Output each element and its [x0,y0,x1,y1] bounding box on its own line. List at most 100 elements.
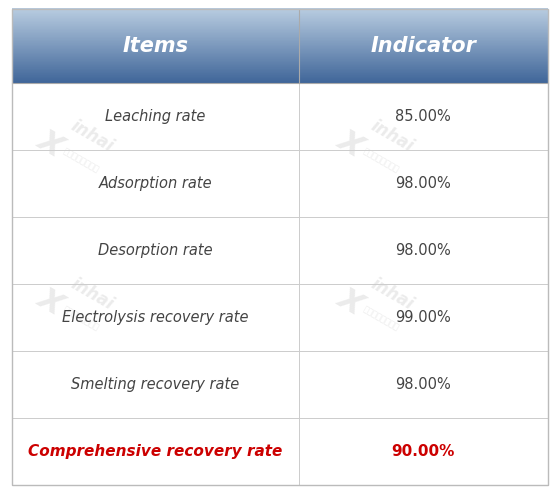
Bar [12,14,548,16]
Text: X: X [32,283,68,320]
Bar [12,77,548,78]
Bar [12,53,548,54]
Bar [12,35,548,36]
Bar [12,12,548,13]
Bar [12,42,548,43]
Bar [12,78,548,79]
Bar [12,21,548,22]
Bar [12,48,548,49]
Bar [12,61,548,62]
Bar [12,13,548,14]
Bar [12,36,548,37]
Bar [12,43,548,44]
Bar [12,71,548,72]
Bar [12,26,548,27]
Bar [12,66,548,67]
Bar [12,54,548,56]
Bar [12,70,548,71]
Bar [12,49,548,50]
Text: 鑫海矿业技术装备: 鑫海矿业技术装备 [361,147,400,174]
Text: inhai: inhai [68,275,117,313]
Bar [12,27,548,28]
Text: 98.00%: 98.00% [395,176,451,191]
Bar [12,74,548,75]
Bar [12,49,548,51]
Bar [12,38,548,39]
Text: 85.00%: 85.00% [395,109,451,124]
Bar [12,14,548,15]
Bar [12,56,548,57]
Bar [12,18,548,19]
Bar [12,69,548,70]
Bar [12,60,548,61]
Bar [12,63,548,64]
Bar [12,44,548,45]
Bar [12,72,548,73]
Bar [12,65,548,66]
Bar [12,68,548,69]
Bar [12,58,548,59]
Bar [12,9,548,11]
Bar [12,28,548,29]
Text: 鑫海矿业技术装备: 鑫海矿业技术装备 [361,305,400,332]
Bar [12,26,548,27]
Bar [12,79,548,80]
Bar [12,68,548,69]
Bar [12,37,548,38]
Bar [12,23,548,24]
Bar [12,31,548,32]
Bar [12,351,548,418]
Bar [12,18,548,19]
Bar [12,33,548,34]
Bar [12,11,548,12]
Bar [12,82,548,150]
Bar [12,11,548,12]
Bar [12,66,548,67]
Bar [12,22,548,23]
Bar [12,24,548,26]
Bar [12,63,548,64]
Bar [12,15,548,16]
Bar [12,74,548,75]
Bar [12,19,548,21]
Bar [12,56,548,57]
Text: 鑫海矿业技术装备: 鑫海矿业技术装备 [62,147,101,174]
Text: 98.00%: 98.00% [395,377,451,392]
Bar [12,51,548,52]
Bar [12,41,548,42]
Bar [12,46,548,47]
Text: Electrolysis recovery rate: Electrolysis recovery rate [62,310,249,325]
Bar [12,61,548,62]
Text: inhai: inhai [367,117,417,155]
Bar [12,73,548,74]
Text: Items: Items [123,36,189,56]
Bar [12,34,548,35]
Bar [12,29,548,30]
Bar [12,64,548,66]
Bar [12,67,548,68]
Bar [12,39,548,41]
Bar [12,58,548,59]
Bar [12,47,548,48]
Bar [12,38,548,39]
Bar [12,28,548,29]
Bar [12,62,548,63]
Bar [12,24,548,25]
Text: 90.00%: 90.00% [391,444,455,459]
Bar [12,418,548,485]
Bar [12,59,548,60]
Bar [12,55,548,56]
Bar [12,150,548,217]
Bar [12,45,548,46]
Text: X: X [332,124,368,162]
Bar [12,17,548,18]
Text: 99.00%: 99.00% [395,310,451,325]
Bar [12,39,548,40]
Bar [12,33,548,34]
Text: Leaching rate: Leaching rate [105,109,206,124]
Text: Desorption rate: Desorption rate [98,243,213,258]
Bar [12,19,548,20]
Bar [12,21,548,22]
Bar [12,72,548,74]
Bar [12,13,548,14]
